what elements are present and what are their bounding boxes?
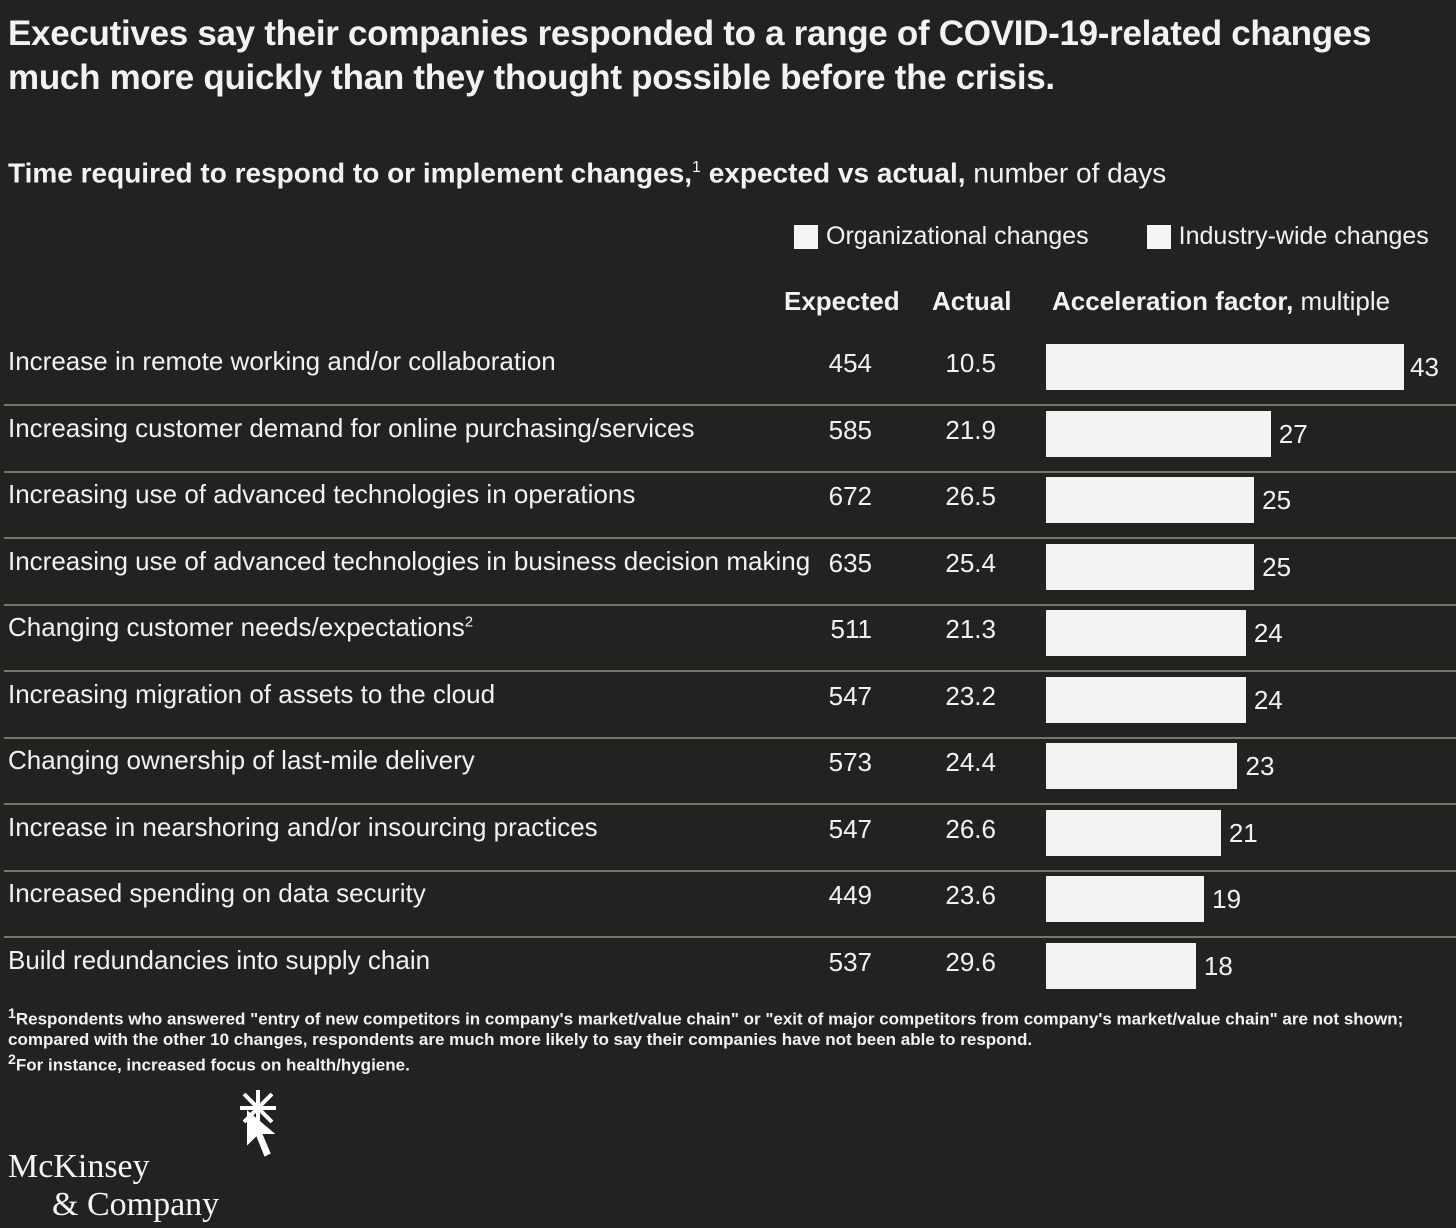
expected-value: 511 (830, 614, 872, 644)
expected-value: 585 (828, 414, 872, 445)
mckinsey-logo: McKinsey & Company (8, 1148, 219, 1224)
category-label: Changing customer needs/expectations2 (8, 612, 474, 642)
acceleration-bar (1046, 477, 1255, 523)
table-row: Increase in remote working and/or collab… (4, 338, 1456, 406)
acceleration-bar (1046, 543, 1255, 590)
acceleration-value: 21 (1228, 817, 1258, 848)
legend-label-organizational: Organizational changes (826, 222, 1089, 250)
acceleration-value: 23 (1245, 751, 1275, 781)
table-row: Increasing use of advanced technologies … (4, 471, 1456, 539)
acceleration-value: 25 (1262, 551, 1292, 582)
table-row: Increased spending on data security 449 23… (4, 870, 1456, 938)
logo-line-1: McKinsey (8, 1148, 150, 1185)
actual-value: 10.5 (945, 348, 996, 378)
actual-value: 25.4 (945, 547, 996, 578)
chart-title: Executives say their companies responded… (8, 14, 1372, 97)
expected-value: 547 (828, 813, 872, 844)
legend: Organizational changes Industry-wide cha… (794, 222, 1429, 251)
table-row: Changing customer needs/expectations2 511… (4, 604, 1456, 672)
actual-value: 29.6 (945, 946, 996, 977)
actual-value: 23.6 (945, 880, 996, 910)
legend-swatch-industry (1146, 224, 1171, 249)
footnote-1-marker: 1 (8, 1006, 16, 1022)
footnote-2-marker: 2 (8, 1051, 16, 1068)
table-row: Changing ownership of last-mile delivery… (4, 737, 1456, 805)
subtitle-bold: Time required to respond to or implement… (8, 157, 693, 189)
acceleration-bar (1046, 942, 1196, 989)
legend-item-organizational: Organizational changes (794, 222, 1089, 251)
table-row: Increase in nearshoring and/or insourcin… (4, 804, 1456, 872)
acceleration-value: 43 (1410, 352, 1439, 382)
category-label: Increasing use of advanced technologies … (8, 545, 811, 576)
subtitle-bold-2: expected vs actual, (700, 157, 966, 189)
category-label: Increasing use of advanced technologies … (8, 479, 636, 509)
acceleration-value: 18 (1203, 950, 1233, 981)
table-row: Increasing use of advanced technologies … (4, 538, 1456, 606)
expected-value: 449 (828, 880, 872, 910)
expected-value: 454 (828, 348, 872, 378)
acceleration-bar (1046, 676, 1246, 723)
category-label: Increased spending on data security (8, 878, 426, 908)
acceleration-bar (1046, 344, 1404, 390)
acceleration-bar (1046, 809, 1221, 856)
chart-subtitle: Time required to respond to or implement… (8, 150, 1166, 191)
expected-value: 537 (828, 946, 872, 977)
actual-value: 26.6 (945, 813, 996, 844)
category-label: Build redundancies into supply chain (8, 944, 431, 975)
acceleration-bar (1046, 876, 1205, 922)
acceleration-bar (1046, 743, 1238, 789)
acceleration-value: 19 (1212, 884, 1242, 914)
acceleration-bar (1046, 610, 1246, 656)
actual-value: 24.4 (945, 747, 996, 777)
actual-value: 21.9 (945, 414, 996, 445)
category-label: Increase in nearshoring and/or insourcin… (8, 811, 598, 842)
expected-value: 573 (828, 747, 872, 777)
actual-value: 21.3 (945, 614, 996, 644)
category-footnote-ref: 2 (464, 613, 474, 631)
category-label: Increasing migration of assets to the cl… (8, 678, 496, 709)
actual-value: 26.5 (945, 481, 996, 511)
cursor-icon (240, 1090, 281, 1160)
subtitle-footnote-ref: 1 (692, 159, 701, 176)
expected-value: 672 (828, 481, 872, 511)
category-label: Increase in remote working and/or collab… (8, 346, 556, 376)
acceleration-value: 24 (1253, 618, 1283, 648)
table-row: Build redundancies into supply chain 537 2… (4, 937, 1456, 1003)
legend-item-industry: Industry-wide changes (1146, 222, 1429, 251)
legend-swatch-organizational (794, 224, 818, 249)
expected-value: 547 (828, 680, 872, 711)
footnote-1: 1Respondents who answered "entry of new … (8, 1004, 1428, 1050)
acceleration-value: 25 (1262, 485, 1292, 515)
category-label: Changing ownership of last-mile delivery (8, 745, 475, 775)
actual-value: 23.2 (945, 680, 996, 711)
acceleration-value: 24 (1253, 684, 1283, 715)
footnotes: 1Respondents who answered "entry of new … (8, 1004, 1428, 1075)
table-row: Increasing customer demand for online pu… (4, 405, 1456, 473)
acceleration-value: 27 (1278, 418, 1308, 449)
footnote-2-text: For instance, increased focus on health/… (15, 1055, 410, 1075)
expected-value: 635 (828, 547, 872, 578)
table-row: Increasing migration of assets to the cl… (4, 671, 1456, 739)
acceleration-unit: multiple (1293, 286, 1391, 316)
subtitle-unit: number of days (965, 157, 1167, 189)
column-header-actual: Actual (932, 286, 1012, 316)
logo-line-2: & Company (52, 1186, 220, 1223)
legend-label-industry: Industry-wide changes (1178, 222, 1429, 250)
footnote-2: 2For instance, increased focus on health… (8, 1050, 1428, 1076)
acceleration-label: Acceleration factor, (1052, 286, 1294, 316)
acceleration-bar (1046, 410, 1271, 457)
category-label: Increasing customer demand for online pu… (8, 412, 695, 443)
column-header-acceleration: Acceleration factor, multiple (1052, 286, 1390, 317)
footnote-1-text: Respondents who answered "entry of new c… (8, 1009, 1404, 1049)
column-header-expected: Expected (784, 286, 900, 316)
